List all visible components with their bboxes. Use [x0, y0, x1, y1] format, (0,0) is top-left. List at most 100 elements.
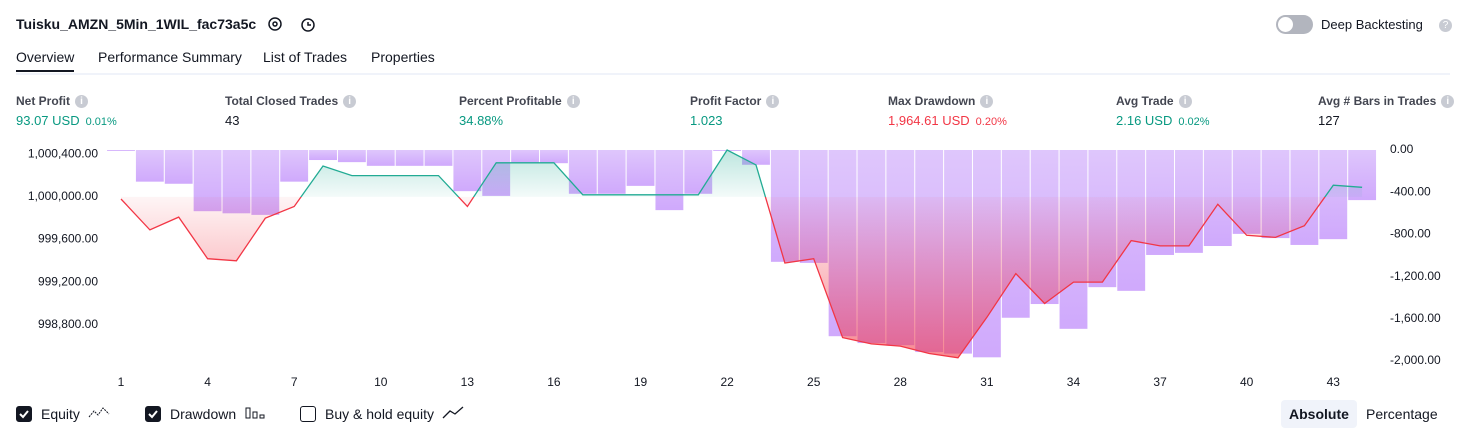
info-icon[interactable]: i: [75, 95, 88, 108]
chart: 1,000,400.00 1,000,000.00 999,600.00 999,20…: [28, 142, 1441, 389]
metric-value-text: 93.07 USD: [16, 113, 80, 128]
alert-icon[interactable]: [301, 18, 315, 32]
x-tick-label: 28: [894, 375, 908, 389]
x-tick-label: 7: [291, 375, 298, 389]
y2-tick-label: -800.00: [1390, 227, 1431, 241]
metric-percent: 0.01%: [85, 116, 117, 128]
x-tick-label: 25: [807, 375, 821, 389]
tab[interactable]: Overview: [16, 49, 75, 72]
y2-tick-label: -1,200.00: [1390, 269, 1441, 283]
checkbox[interactable]: [16, 406, 32, 422]
x-tick-label: 34: [1067, 375, 1081, 389]
drawdown-bar: [135, 150, 164, 182]
legend-label: Buy & hold equity: [325, 406, 434, 422]
drawdown-bar: [280, 150, 309, 182]
metric-value-text: 34.88%: [459, 113, 504, 128]
drawdown-bar: [453, 150, 482, 192]
drawdown-bar: [597, 150, 626, 194]
drawdown-bar: [395, 150, 424, 166]
y-tick-label: 999,600.00: [38, 232, 98, 246]
metric-label: Profit Factor i: [690, 94, 780, 108]
metric-value-text: 1.023: [690, 113, 723, 128]
legend-item[interactable]: Drawdown: [145, 405, 266, 423]
x-tick-label: 1: [118, 375, 125, 389]
legend-item[interactable]: Equity: [16, 405, 110, 423]
x-tick-label: 40: [1240, 375, 1254, 389]
x-tick-label: 22: [720, 375, 734, 389]
info-icon[interactable]: i: [1178, 95, 1192, 108]
metric-value: 43: [225, 113, 239, 128]
x-tick-label: 4: [204, 375, 211, 389]
tab[interactable]: List of Trades: [263, 49, 348, 65]
drawdown-bar: [424, 150, 453, 166]
metric-label: Avg Trade i: [1116, 94, 1192, 108]
metric-value-text: 127: [1318, 113, 1340, 128]
x-tick-label: 19: [634, 375, 648, 389]
drawdown-bar: [366, 150, 395, 166]
metric-label-text: Net Profit: [16, 94, 70, 108]
y-tick-label: 1,000,400.00: [28, 146, 98, 160]
metric-percent: 0.20%: [975, 116, 1007, 128]
header-icons: [268, 17, 315, 32]
metric-value: 2.16 USD 0.02%: [1116, 113, 1210, 128]
y2-tick-label: -400.00: [1390, 184, 1431, 198]
x-tick-label: 13: [461, 375, 475, 389]
metric-label-text: Max Drawdown: [888, 94, 976, 108]
tab-separator: [16, 73, 1450, 75]
metric-value-text: 1,964.61 USD: [888, 113, 970, 128]
mode-button[interactable]: Percentage: [1366, 406, 1438, 422]
legend-label: Drawdown: [170, 406, 237, 422]
drawdown-bar: [309, 150, 337, 161]
metric-value: 34.88%: [459, 113, 503, 128]
metric-label-text: Profit Factor: [690, 94, 762, 108]
legend-icon: [442, 405, 464, 423]
metric-value: 1,964.61 USD 0.20%: [888, 113, 1007, 128]
legend-icon: [244, 405, 266, 423]
checkbox[interactable]: [300, 406, 316, 422]
y-tick-label: 998,800.00: [38, 317, 98, 331]
equity-area: [121, 150, 1363, 358]
y2-tick-label: -2,000.00: [1390, 353, 1441, 367]
settings-icon[interactable]: [268, 17, 282, 31]
x-tick-label: 31: [980, 375, 994, 389]
y-tick-label: 1,000,000.00: [28, 189, 98, 203]
info-icon[interactable]: i: [343, 95, 357, 108]
drawdown-bar: [655, 150, 684, 211]
metric-value: 93.07 USD 0.01%: [16, 113, 117, 128]
metric-label: Max Drawdown i: [888, 94, 994, 108]
metric-value: 127: [1318, 113, 1340, 128]
metric-value: 1.023: [690, 113, 723, 128]
metric-label: Total Closed Trades i: [225, 94, 357, 108]
mode-button[interactable]: Absolute: [1281, 400, 1357, 428]
info-icon[interactable]: i: [766, 95, 780, 108]
info-icon[interactable]: i: [566, 95, 580, 108]
metric-label-text: Total Closed Trades: [225, 94, 339, 108]
y2-tick-label: -1,600.00: [1390, 311, 1441, 325]
x-tick-label: 43: [1327, 375, 1341, 389]
legend-icon: [88, 405, 110, 423]
metric-percent: 0.02%: [1178, 116, 1210, 128]
checkbox[interactable]: [145, 406, 161, 422]
drawdown-bar: [511, 150, 540, 164]
deep-backtesting-label: Deep Backtesting: [1321, 17, 1423, 32]
metric-value-text: 2.16 USD: [1116, 113, 1173, 128]
x-tick-label: 37: [1153, 375, 1167, 389]
metric-label-text: Avg # Bars in Trades: [1318, 94, 1437, 108]
legend-item[interactable]: Buy & hold equity: [300, 405, 464, 423]
drawdown-bar: [107, 150, 135, 151]
help-icon[interactable]: ?: [1434, 17, 1452, 32]
tab[interactable]: Performance Summary: [98, 49, 242, 65]
x-tick-label: 16: [547, 375, 561, 389]
deep-backtesting-toggle[interactable]: [1276, 15, 1313, 34]
strategy-title: Tuisku_AMZN_5Min_1WIL_fac73a5c: [16, 16, 257, 32]
x-tick-label: 10: [374, 375, 388, 389]
y-tick-label: 999,200.00: [38, 274, 98, 288]
equity-line: [120, 149, 1363, 359]
metric-label: Percent Profitable i: [459, 94, 580, 108]
drawdown-bar: [540, 150, 568, 164]
tab[interactable]: Properties: [371, 49, 435, 65]
info-icon[interactable]: i: [1441, 95, 1455, 108]
metric-label-text: Avg Trade: [1116, 94, 1174, 108]
legend-label: Equity: [41, 406, 80, 422]
info-icon[interactable]: i: [980, 95, 994, 108]
